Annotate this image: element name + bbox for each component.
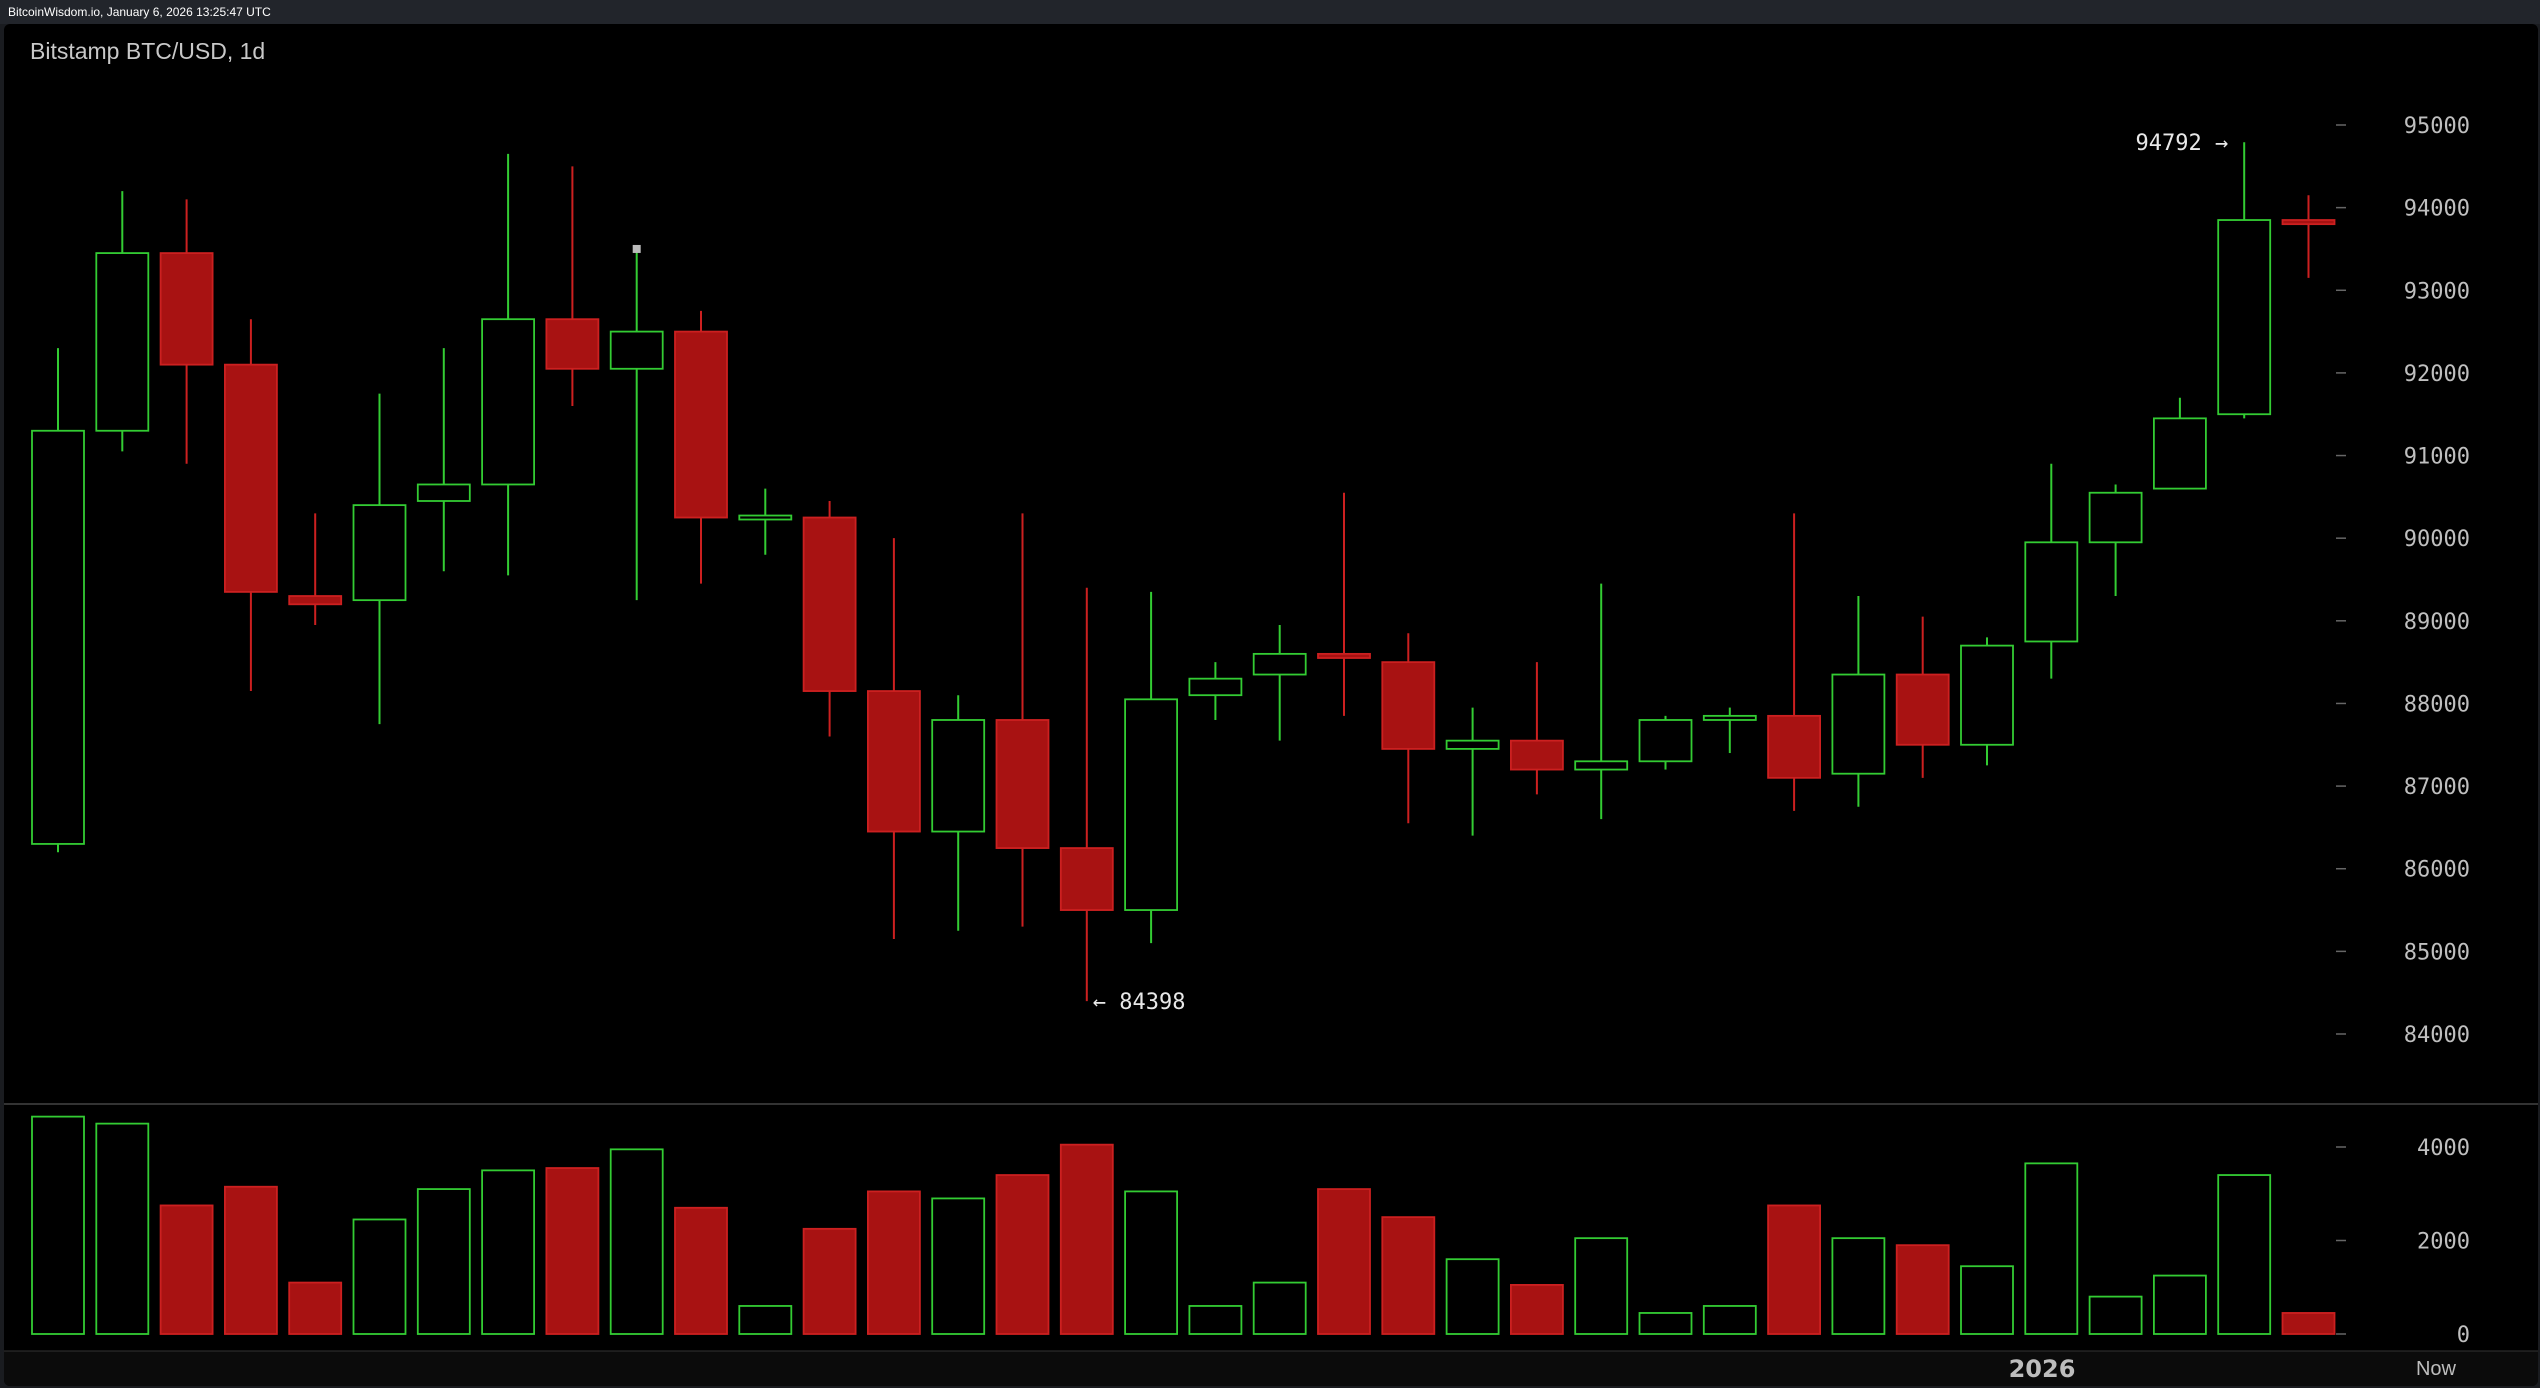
volume-bar[interactable] (1317, 1188, 1371, 1335)
volume-bar[interactable] (95, 1122, 150, 1335)
candle-body[interactable] (1510, 739, 1564, 771)
volume-bar[interactable] (1831, 1237, 1886, 1335)
price-tick-label: 87000 (2404, 775, 2470, 800)
candle-body[interactable] (2217, 219, 2272, 416)
candle-body[interactable] (416, 483, 471, 502)
source-timestamp: BitcoinWisdom.io, January 6, 2026 13:25:… (8, 5, 271, 19)
candle-body[interactable] (1767, 714, 1821, 779)
candle-body[interactable] (738, 514, 793, 521)
candle-body[interactable] (995, 719, 1050, 849)
candle-body[interactable] (931, 719, 986, 833)
volume-bar[interactable] (1510, 1284, 1564, 1335)
volume-bar[interactable] (1574, 1237, 1629, 1335)
candle-body[interactable] (674, 330, 728, 519)
volume-bar[interactable] (674, 1206, 728, 1335)
candle-body[interactable] (1445, 739, 1500, 750)
candle-body[interactable] (1702, 714, 1757, 721)
candle-body[interactable] (1895, 673, 1950, 746)
volume-bar[interactable] (2217, 1174, 2272, 1335)
candle-body[interactable] (1124, 698, 1178, 911)
volume-bar[interactable] (1188, 1305, 1243, 1335)
price-tick-label: 93000 (2404, 279, 2470, 304)
volume-bar[interactable] (1895, 1244, 1950, 1335)
volume-bar[interactable] (1638, 1312, 1693, 1335)
volume-bar[interactable] (2152, 1274, 2207, 1335)
volume-bar[interactable] (931, 1197, 986, 1335)
price-tick-label: 86000 (2404, 858, 2470, 883)
volume-tick-label: 2000 (2417, 1230, 2470, 1255)
candle-body[interactable] (802, 516, 857, 692)
candle-body[interactable] (1831, 673, 1886, 775)
volume-bar[interactable] (352, 1218, 407, 1335)
volume-bar[interactable] (223, 1185, 278, 1335)
volume-bar[interactable] (1960, 1265, 2014, 1335)
candle-body[interactable] (867, 690, 921, 833)
top-bar: BitcoinWisdom.io, January 6, 2026 13:25:… (0, 0, 2540, 24)
volume-bar[interactable] (867, 1190, 921, 1335)
volume-bar[interactable] (609, 1148, 664, 1335)
candle-body[interactable] (1960, 644, 2014, 746)
volume-bar[interactable] (1059, 1143, 1114, 1335)
volume-bar[interactable] (995, 1174, 1050, 1335)
candle-body[interactable] (1188, 677, 1243, 697)
price-tick-label: 85000 (2404, 940, 2470, 965)
chart-canvas[interactable]: 84000 85000 86000 87000 88000 89000 90000 91000… (4, 24, 2538, 1386)
low-annotation: ← 84398 (1093, 990, 1186, 1015)
volume-bar[interactable] (416, 1188, 471, 1335)
candle-body[interactable] (545, 318, 600, 370)
x-axis-band (4, 1351, 2538, 1386)
volume-bar[interactable] (802, 1227, 857, 1335)
candle-body[interactable] (2152, 417, 2207, 490)
volume-bar[interactable] (31, 1115, 85, 1335)
volume-tick-label: 0 (2457, 1323, 2470, 1348)
volume-bar[interactable] (1381, 1216, 1436, 1335)
chart-title: Bitstamp BTC/USD, 1d (30, 38, 266, 64)
candle-body[interactable] (481, 318, 536, 486)
candle-body[interactable] (31, 429, 85, 845)
candle-body[interactable] (1317, 652, 1371, 659)
volume-bar[interactable] (1445, 1258, 1500, 1335)
candle-body[interactable] (1574, 760, 1629, 771)
x-axis-year-label: 2026 (2009, 1355, 2076, 1383)
price-tick-label: 88000 (2404, 692, 2470, 717)
volume-bar[interactable] (2024, 1162, 2079, 1335)
candle-body[interactable] (223, 363, 278, 593)
candle-body[interactable] (95, 252, 150, 432)
volume-bar[interactable] (288, 1281, 343, 1335)
candle-body[interactable] (159, 252, 214, 366)
candle-body[interactable] (288, 595, 343, 606)
price-tick-label: 84000 (2404, 1023, 2470, 1048)
candle-body[interactable] (352, 504, 407, 602)
marker-square (632, 244, 641, 253)
price-tick-label: 94000 (2404, 197, 2470, 222)
candle-body[interactable] (1252, 652, 1307, 676)
volume-bar[interactable] (545, 1167, 600, 1335)
candle-body[interactable] (1059, 847, 1114, 911)
volume-bar[interactable] (2281, 1312, 2336, 1335)
x-axis-now-label: Now (2416, 1358, 2457, 1380)
candle-body[interactable] (1638, 719, 1693, 763)
candle-body[interactable] (2024, 541, 2079, 643)
candle-body[interactable] (2088, 491, 2143, 544)
volume-bar[interactable] (159, 1204, 214, 1335)
volume-tick-label: 4000 (2417, 1136, 2470, 1161)
volume-bar[interactable] (1124, 1190, 1178, 1335)
volume-bar[interactable] (1252, 1281, 1307, 1335)
candle-body[interactable] (609, 330, 664, 370)
volume-bar[interactable] (2088, 1295, 2143, 1335)
high-annotation: 94792 → (2135, 131, 2228, 156)
price-tick-label: 92000 (2404, 362, 2470, 387)
candle-body[interactable] (1381, 661, 1436, 750)
volume-bar[interactable] (1702, 1305, 1757, 1335)
price-tick-label: 95000 (2404, 114, 2470, 139)
candle-body[interactable] (2281, 219, 2336, 226)
price-tick-label: 91000 (2404, 445, 2470, 470)
chart-panel[interactable]: Bitstamp BTC/USD, 1d 84000 85000 86000 8700… (4, 24, 2538, 1386)
volume-bar[interactable] (481, 1169, 536, 1335)
volume-bar[interactable] (738, 1305, 793, 1335)
price-tick-label: 90000 (2404, 527, 2470, 552)
price-tick-label: 89000 (2404, 610, 2470, 635)
volume-bar[interactable] (1767, 1204, 1821, 1335)
